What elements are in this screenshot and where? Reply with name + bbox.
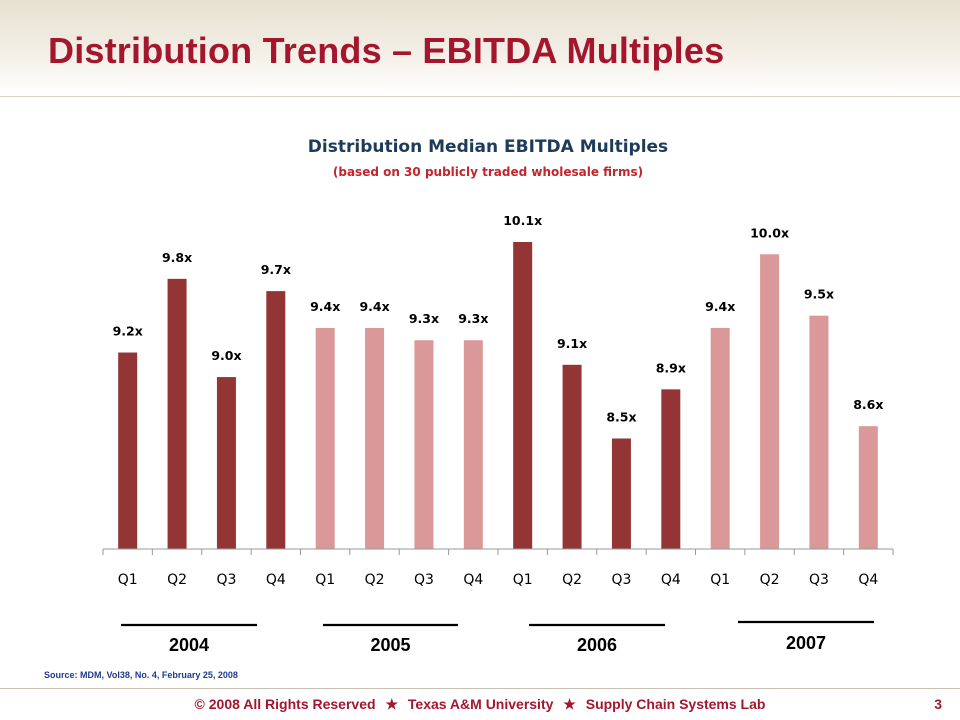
x-tick-label: Q4 xyxy=(858,572,878,588)
x-tick-label: Q3 xyxy=(611,572,631,588)
x-tick-label: Q2 xyxy=(365,572,385,588)
year-label: 2006 xyxy=(577,635,617,655)
year-label: 2005 xyxy=(370,635,410,655)
x-axis xyxy=(102,548,894,555)
data-label: 8.9x xyxy=(656,360,686,375)
chart: Distribution Median EBITDA Multiples (ba… xyxy=(102,137,894,655)
bar xyxy=(315,327,335,549)
data-label: 9.3x xyxy=(409,311,439,326)
source-note: Source: MDM, Vol38, No. 4, February 25, … xyxy=(44,670,238,680)
x-tick-label: Q4 xyxy=(661,572,681,588)
year-groups: 2004 2005 2006 2007 xyxy=(121,620,874,655)
data-label: 10.1x xyxy=(503,213,542,228)
data-label: 9.5x xyxy=(804,287,834,302)
bar xyxy=(365,327,385,549)
bar xyxy=(661,389,681,549)
star-icon: ★ xyxy=(563,696,576,712)
data-label: 9.8x xyxy=(162,250,192,265)
bar xyxy=(463,340,483,549)
x-tick-label: Q3 xyxy=(809,572,829,588)
bar xyxy=(118,352,138,549)
data-label: 9.3x xyxy=(458,311,488,326)
bar xyxy=(216,377,236,549)
x-tick-labels: Q1 Q2 Q3 Q4 Q1 Q2 Q3 Q4 Q1 Q2 Q3 Q4 Q1 Q2 Q3 Q4 xyxy=(118,572,879,588)
bar xyxy=(414,340,434,549)
data-label: 9.4x xyxy=(705,299,735,314)
x-tick-label: Q2 xyxy=(760,572,780,588)
year-label: 2007 xyxy=(786,633,826,653)
data-label: 10.0x xyxy=(750,225,789,240)
copyright-text: 2008 All Rights Reserved xyxy=(208,696,376,712)
x-tick-label: Q4 xyxy=(463,572,483,588)
header-divider xyxy=(0,96,960,97)
page-number: 3 xyxy=(934,696,942,712)
chart-subtitle: (based on 30 publicly traded wholesale f… xyxy=(333,165,643,179)
chart-title: Distribution Median EBITDA Multiples xyxy=(308,137,668,157)
data-label: 8.6x xyxy=(853,397,883,412)
bar xyxy=(710,327,730,549)
bar xyxy=(858,426,878,549)
x-tick-label: Q1 xyxy=(118,572,138,588)
bar xyxy=(611,438,631,549)
bar xyxy=(513,242,533,549)
lab-name: Supply Chain Systems Lab xyxy=(585,696,766,712)
data-label: 9.2x xyxy=(113,324,143,339)
bar xyxy=(167,278,187,549)
header-band xyxy=(0,0,960,96)
data-label: 9.4x xyxy=(359,299,389,314)
x-tick-label: Q2 xyxy=(562,572,582,588)
bar xyxy=(562,364,582,549)
bar xyxy=(266,291,286,549)
data-label: 9.4x xyxy=(310,299,340,314)
x-tick-label: Q1 xyxy=(315,572,335,588)
year-label: 2004 xyxy=(169,635,209,655)
x-tick-label: Q1 xyxy=(513,572,533,588)
slide-title: Distribution Trends – EBITDA Multiples xyxy=(48,30,725,71)
bar-series xyxy=(118,242,878,549)
copyright-symbol: © xyxy=(194,696,205,712)
data-labels: 9.2x 9.8x 9.0x 9.7x 9.4x 9.4x 9.3x 9.3x 10.1x 9.1… xyxy=(113,213,884,424)
footer: © 2008 All Rights Reserved ★ Texas A&M U… xyxy=(0,696,960,713)
x-tick-label: Q3 xyxy=(414,572,434,588)
x-tick-label: Q2 xyxy=(167,572,187,588)
data-label: 9.1x xyxy=(557,336,587,351)
x-tick-label: Q3 xyxy=(216,572,236,588)
footer-divider xyxy=(0,688,960,689)
org-name: Texas A&M University xyxy=(407,696,554,712)
bar xyxy=(809,315,829,549)
data-label: 9.7x xyxy=(261,262,291,277)
data-label: 8.5x xyxy=(606,409,636,424)
bar xyxy=(760,254,780,549)
star-icon: ★ xyxy=(385,696,398,712)
x-tick-label: Q4 xyxy=(266,572,286,588)
data-label: 9.0x xyxy=(211,348,241,363)
x-tick-label: Q1 xyxy=(710,572,730,588)
